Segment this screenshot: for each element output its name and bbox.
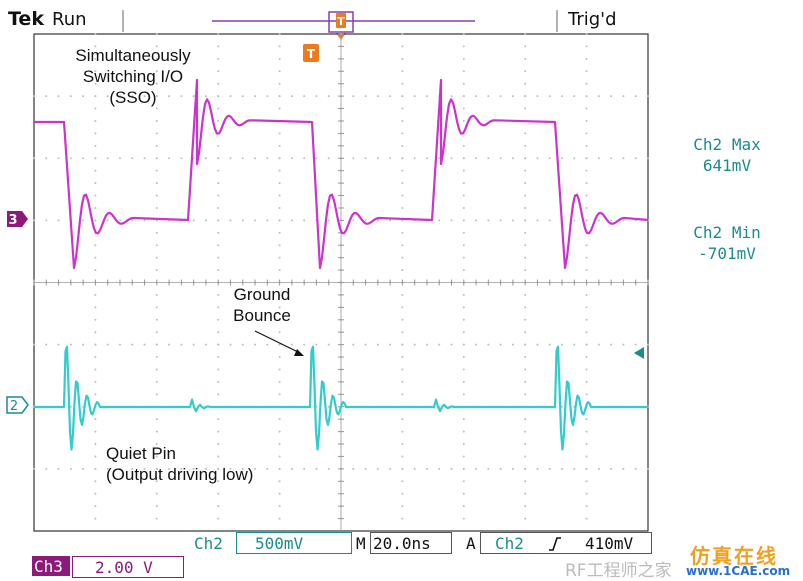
ch3-ground-marker[interactable]: 3 xyxy=(7,211,28,228)
ch2-min-label: Ch2 Min xyxy=(693,223,761,242)
ch3-scale-value: 2.00 V xyxy=(95,558,153,577)
ch2-waveform xyxy=(34,345,648,451)
trigger-channel: Ch2 xyxy=(495,534,524,553)
ch2-min-value: -701mV xyxy=(698,244,756,263)
ground-bounce-line-1: Ground xyxy=(233,285,291,304)
svg-text:T: T xyxy=(307,47,316,61)
trigger-level-value: 410mV xyxy=(585,534,634,553)
ground-bounce-arrow xyxy=(254,330,299,353)
sso-line-3: (SSO) xyxy=(109,88,157,107)
quiet-pin-line-1: Quiet Pin xyxy=(106,444,176,463)
trigger-status: Trig'd xyxy=(568,9,617,30)
ch2-scale-value: 500mV xyxy=(255,534,304,553)
ch3-waveform xyxy=(34,78,649,270)
trigger-level-icon[interactable] xyxy=(634,347,644,359)
ch2-scale-label: Ch2 xyxy=(194,534,223,553)
quiet-pin-line-2: (Output driving low) xyxy=(106,465,254,484)
ch3-label: Ch3 xyxy=(34,557,63,576)
sso-line-2: Switching I/O xyxy=(82,67,184,86)
rising-edge-icon xyxy=(549,537,561,551)
watermark-site-url: www.1CAE.com xyxy=(686,564,791,578)
svg-text:2: 2 xyxy=(10,399,18,414)
svg-text:3: 3 xyxy=(8,213,17,228)
ch3-badge[interactable]: Ch3 xyxy=(32,556,70,576)
ground-bounce-annotation: Ground Bounce xyxy=(222,284,302,326)
trigger-box[interactable]: Ch2 410mV xyxy=(480,532,652,554)
ch2-max-value: 641mV xyxy=(702,156,752,175)
watermark-text: RF工程师之家 xyxy=(565,561,672,581)
timebase-value: 20.0ns xyxy=(373,534,431,553)
watermark-site-cn: 仿真在线 xyxy=(690,544,778,568)
ch2-scale-box[interactable]: 500mV xyxy=(236,532,352,554)
run-status: Run xyxy=(52,9,87,30)
arrow-head-icon xyxy=(294,349,304,356)
ground-bounce-line-2: Bounce xyxy=(233,306,291,325)
trigger-marker-icon[interactable]: T xyxy=(303,44,319,62)
ch2-max-label: Ch2 Max xyxy=(693,135,761,154)
timebase-box[interactable]: 20.0ns xyxy=(370,532,452,554)
sso-line-1: Simultaneously xyxy=(75,46,191,65)
trigger-mode-label: A xyxy=(466,534,476,553)
svg-text:T: T xyxy=(337,15,345,28)
brand-label: Tek xyxy=(8,8,44,30)
sso-annotation: Simultaneously Switching I/O (SSO) xyxy=(58,45,208,108)
quiet-pin-annotation: Quiet Pin (Output driving low) xyxy=(106,443,253,485)
timebase-label: M xyxy=(356,534,366,553)
ch2-ground-marker[interactable]: 2 xyxy=(6,396,29,414)
ch3-scale-box[interactable]: 2.00 V xyxy=(72,556,184,578)
record-position-window xyxy=(328,11,354,33)
